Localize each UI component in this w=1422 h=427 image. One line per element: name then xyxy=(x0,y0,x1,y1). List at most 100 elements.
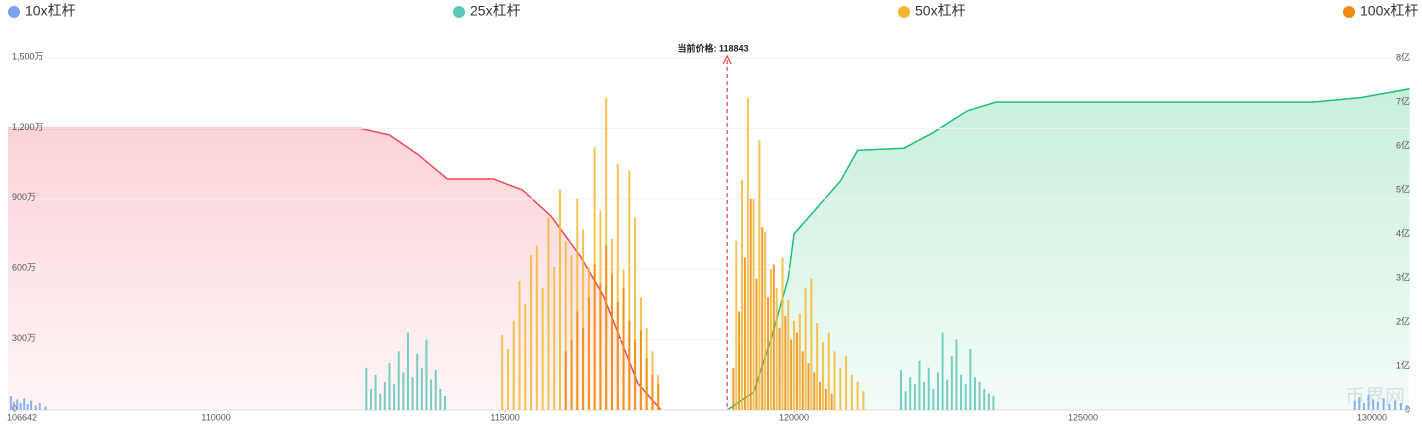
bar xyxy=(439,388,442,410)
bar xyxy=(755,278,758,410)
bar xyxy=(388,363,391,410)
bar xyxy=(610,273,613,410)
bar xyxy=(735,241,738,410)
bar xyxy=(741,180,744,410)
bar xyxy=(1388,404,1391,410)
bar xyxy=(12,401,15,410)
x-tick-label: 115000 xyxy=(490,412,519,422)
bar xyxy=(430,379,433,410)
bar xyxy=(778,327,781,410)
bar xyxy=(19,402,22,410)
y2-tick-label: 1亿 xyxy=(1396,359,1410,370)
bar xyxy=(833,351,836,410)
bar xyxy=(992,395,995,410)
bar xyxy=(732,367,735,410)
bar xyxy=(639,330,642,410)
x-tick-label: 106642 xyxy=(7,412,37,422)
bar xyxy=(406,332,409,410)
y-tick-label: 1,200万 xyxy=(12,122,44,132)
bar xyxy=(576,311,579,410)
bar xyxy=(918,360,921,410)
bar xyxy=(801,351,804,410)
bar xyxy=(628,320,631,410)
bar xyxy=(1367,394,1370,410)
bar xyxy=(570,339,573,410)
bar xyxy=(936,372,939,410)
bar xyxy=(616,163,619,410)
bar xyxy=(913,384,916,410)
y-tick-label: 1,500万 xyxy=(12,51,44,61)
bar xyxy=(9,395,12,410)
bar xyxy=(420,367,423,410)
bar xyxy=(955,339,958,410)
bar xyxy=(365,367,368,410)
bar xyxy=(764,231,767,410)
bar xyxy=(810,278,813,410)
bar xyxy=(752,198,755,410)
bar xyxy=(973,377,976,410)
bar xyxy=(657,384,660,410)
bar xyxy=(23,398,26,410)
bar xyxy=(651,374,654,410)
bar xyxy=(767,297,770,410)
bar xyxy=(950,356,953,410)
bar xyxy=(807,363,810,410)
bar xyxy=(839,367,842,410)
x-tick-label: 125000 xyxy=(1068,412,1098,422)
bar xyxy=(749,198,752,410)
bar xyxy=(369,388,372,410)
bar xyxy=(541,287,544,410)
bar xyxy=(856,381,859,410)
bar xyxy=(628,170,631,410)
bar xyxy=(795,332,798,410)
bar xyxy=(501,334,504,410)
bar xyxy=(821,341,824,410)
bar xyxy=(593,264,596,410)
bar xyxy=(416,353,419,410)
bar xyxy=(987,393,990,410)
bar xyxy=(30,400,33,410)
bar xyxy=(518,280,521,410)
bar xyxy=(443,395,446,410)
legend-marker xyxy=(453,6,465,18)
bar xyxy=(576,198,579,410)
bar xyxy=(932,388,935,410)
bar xyxy=(1353,400,1356,410)
bar xyxy=(746,97,749,410)
bar xyxy=(38,402,41,410)
bar xyxy=(535,245,538,410)
bar xyxy=(969,348,972,410)
x-tick-label: 120000 xyxy=(779,412,809,422)
bar xyxy=(393,384,396,410)
bar xyxy=(622,287,625,410)
bar xyxy=(946,379,949,410)
bar xyxy=(570,255,573,410)
bar xyxy=(793,320,796,410)
legend-marker xyxy=(898,6,910,18)
bar xyxy=(819,381,822,410)
bar xyxy=(862,391,865,410)
x-tick-label: 130000 xyxy=(1357,412,1387,422)
bar xyxy=(1358,397,1361,410)
bar xyxy=(964,384,967,410)
bar xyxy=(758,140,761,410)
y-tick-label: 600万 xyxy=(12,263,36,273)
current-price-label: 当前价格: 118843 xyxy=(677,42,748,53)
bar xyxy=(634,339,637,410)
bar xyxy=(978,381,981,410)
bar xyxy=(1394,400,1397,410)
bar xyxy=(564,241,567,410)
bar xyxy=(769,269,772,410)
bar xyxy=(781,257,784,410)
bar xyxy=(379,393,382,410)
bar xyxy=(983,388,986,410)
bar xyxy=(850,374,853,410)
bar xyxy=(772,264,775,410)
bar xyxy=(434,370,437,410)
bar xyxy=(582,229,585,410)
bar xyxy=(616,302,619,410)
bar xyxy=(1399,402,1402,410)
bar xyxy=(787,299,790,410)
